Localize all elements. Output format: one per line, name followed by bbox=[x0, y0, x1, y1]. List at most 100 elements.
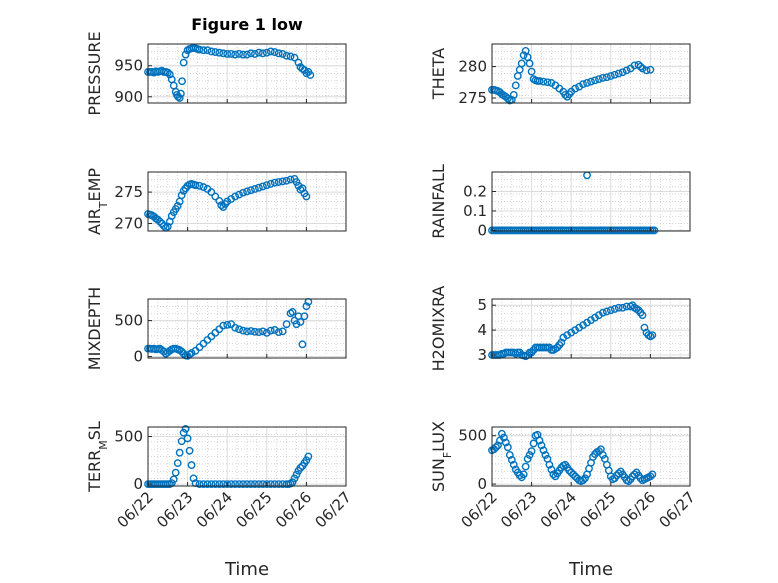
figure-title: Figure 1 low bbox=[191, 15, 303, 34]
data-point bbox=[282, 320, 291, 329]
data-point bbox=[247, 480, 255, 488]
data-point bbox=[239, 480, 247, 488]
data-point bbox=[591, 76, 599, 85]
data-point bbox=[294, 58, 303, 67]
data-point bbox=[286, 52, 295, 61]
data-point bbox=[529, 439, 538, 448]
data-point bbox=[519, 470, 528, 479]
data-point bbox=[567, 468, 576, 477]
data-point bbox=[302, 456, 311, 465]
y-tick-label: 500 bbox=[458, 427, 487, 445]
data-point bbox=[270, 48, 279, 56]
y-tick-label: 0.1 bbox=[463, 202, 487, 220]
data-point bbox=[569, 470, 578, 479]
data-point bbox=[501, 438, 510, 447]
data-point bbox=[195, 480, 204, 488]
data-point bbox=[243, 187, 251, 196]
data-point bbox=[543, 78, 552, 87]
data-point bbox=[227, 50, 236, 58]
y-axis-label: TERRMSL bbox=[85, 421, 110, 493]
x-tick-label: 06/22 bbox=[458, 488, 501, 531]
data-point bbox=[606, 306, 615, 315]
data-point bbox=[235, 325, 243, 334]
data-point bbox=[251, 50, 259, 58]
data-point bbox=[159, 222, 168, 230]
data-point bbox=[185, 446, 194, 455]
data-point bbox=[215, 48, 224, 57]
data-point bbox=[614, 469, 623, 478]
data-point bbox=[262, 480, 271, 488]
data-point bbox=[618, 303, 627, 312]
data-point bbox=[178, 77, 186, 86]
data-point bbox=[503, 94, 512, 103]
data-point bbox=[254, 183, 263, 192]
data-point bbox=[583, 79, 591, 87]
data-point bbox=[171, 468, 180, 477]
data-point bbox=[199, 183, 208, 191]
data-point bbox=[278, 177, 287, 186]
data-point bbox=[243, 50, 251, 59]
x-tick-label: 06/25 bbox=[232, 488, 275, 531]
data-point bbox=[207, 47, 216, 56]
data-point bbox=[646, 65, 655, 74]
data-point bbox=[571, 472, 580, 481]
y-axis-label: RAINFALL bbox=[429, 164, 448, 239]
data-point bbox=[650, 226, 659, 235]
data-point bbox=[177, 191, 186, 200]
data-point bbox=[262, 48, 271, 57]
data-point bbox=[181, 50, 190, 59]
data-point bbox=[231, 50, 240, 59]
data-point bbox=[541, 451, 550, 459]
data-point bbox=[646, 472, 655, 481]
y-axis-label: PRESSURE bbox=[85, 31, 104, 115]
data-point bbox=[181, 425, 190, 433]
data-point bbox=[610, 305, 619, 313]
data-point bbox=[642, 66, 651, 75]
data-point bbox=[535, 77, 544, 85]
y-axis-label: H2OMIXRA bbox=[429, 286, 448, 372]
data-point bbox=[235, 190, 243, 199]
data-point bbox=[254, 328, 263, 336]
data-point bbox=[262, 181, 271, 190]
data-point bbox=[614, 69, 623, 78]
data-point bbox=[207, 188, 216, 196]
y-tick-label: 950 bbox=[114, 57, 143, 75]
data-point bbox=[505, 451, 514, 459]
data-point bbox=[155, 217, 164, 226]
data-point bbox=[251, 327, 259, 336]
subplot-mixdepth: 0 500 MIXDEPTH bbox=[85, 287, 347, 370]
data-point bbox=[525, 59, 534, 68]
y-tick-label: 0.2 bbox=[463, 182, 487, 200]
data-point bbox=[223, 480, 232, 488]
y-tick-label: 0 bbox=[477, 475, 487, 493]
data-point bbox=[636, 62, 645, 71]
axes-frame bbox=[491, 43, 691, 104]
data-point bbox=[187, 461, 196, 469]
data-point bbox=[614, 303, 623, 312]
data-point bbox=[519, 51, 528, 60]
data-point bbox=[579, 476, 587, 485]
data-point bbox=[177, 437, 186, 446]
data-point bbox=[598, 73, 607, 82]
data-point bbox=[306, 71, 315, 79]
data-point bbox=[195, 45, 204, 54]
data-point bbox=[547, 465, 556, 474]
data-point bbox=[517, 59, 526, 68]
data-point bbox=[169, 475, 178, 484]
data-point bbox=[290, 53, 299, 62]
data-point bbox=[523, 455, 532, 463]
y-tick-label: 0 bbox=[477, 221, 487, 239]
data-point bbox=[211, 480, 220, 488]
data-point bbox=[624, 477, 633, 486]
y-tick-label: 0 bbox=[133, 475, 143, 493]
y-axis-label: THETA bbox=[429, 48, 448, 100]
data-point bbox=[243, 327, 251, 336]
data-point bbox=[598, 308, 607, 317]
data-point bbox=[292, 470, 301, 479]
data-point bbox=[535, 436, 544, 445]
axes-frame bbox=[147, 43, 347, 104]
data-point bbox=[527, 67, 536, 76]
data-point bbox=[203, 46, 212, 55]
data-point bbox=[302, 192, 311, 201]
